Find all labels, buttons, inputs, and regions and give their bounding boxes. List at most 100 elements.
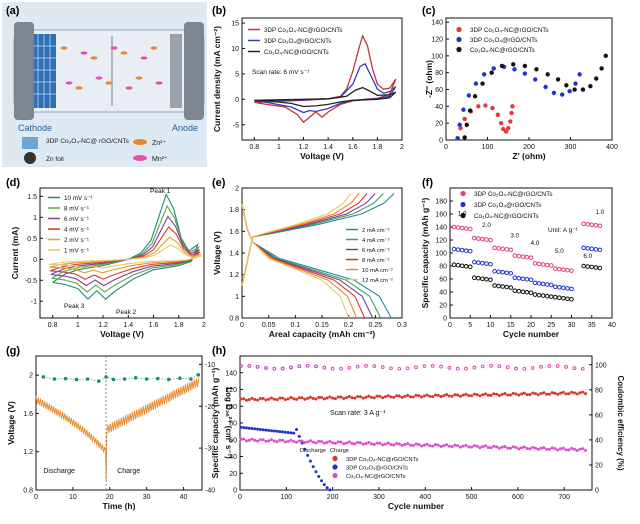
rate-point: [467, 226, 473, 232]
capacity-point: [339, 440, 343, 444]
eis-point: [457, 122, 462, 128]
capacity-point: [520, 392, 524, 396]
capacity-point: [561, 446, 565, 450]
cathode-grid-lines: [34, 34, 56, 108]
eis-point: [534, 67, 539, 72]
capacity-point: [511, 445, 515, 449]
capacity-point: [320, 395, 324, 399]
capacity-point: [261, 428, 265, 432]
unit-annotation: Unit: A g⁻¹: [548, 227, 579, 234]
y-tick-label: 160: [435, 212, 447, 219]
eis-point: [506, 126, 511, 131]
eis-point: [503, 129, 509, 134]
cathode-grid-icon: [34, 34, 56, 108]
capacity-point: [442, 394, 446, 398]
capacity-point: [397, 442, 401, 446]
rate-point: [492, 268, 497, 274]
mn-ion-mark: [155, 81, 163, 85]
rate-point: [488, 237, 493, 243]
capacity-point: [317, 395, 321, 399]
capacity-point: [486, 445, 490, 449]
eis-point: [481, 72, 487, 77]
capacity-point: [439, 445, 443, 449]
y-tick-label: 1.2: [229, 272, 239, 279]
anode-label: Anode: [172, 123, 198, 133]
capacity-point: [367, 394, 371, 398]
rate-point: [480, 236, 485, 242]
rate-point: [500, 284, 505, 289]
y-tick-label: 140: [431, 20, 443, 27]
y-tick-label: 40: [435, 104, 443, 111]
capacity-point: [550, 446, 554, 450]
eis-point: [577, 72, 582, 77]
capacity-point: [286, 431, 290, 435]
y-tick-label: 100: [225, 404, 237, 411]
capacity-point: [439, 395, 443, 399]
capacity-point: [464, 443, 468, 447]
capacity-point: [322, 397, 326, 401]
capacity-point: [559, 447, 563, 451]
panel-letter-c: (c): [422, 5, 436, 17]
capacity-point: [295, 440, 299, 444]
capacity-point: [492, 444, 496, 448]
capacity-point: [428, 394, 432, 398]
y-axis-label: Voltage (V): [6, 401, 16, 445]
plot-frame: [241, 17, 403, 141]
capacity-point: [578, 447, 582, 451]
capacity-point: [303, 397, 307, 401]
capacity-point: [328, 488, 332, 492]
rate-point: [553, 284, 558, 290]
rate-point: [561, 285, 566, 291]
rate-label: 1.0: [458, 210, 467, 217]
legend-entry: Co₃O₄-NC@rGO/CNTs: [346, 474, 406, 480]
capacity-point: [250, 437, 254, 441]
efficiency-point: [264, 366, 268, 370]
eis-point: [555, 77, 561, 82]
capacity-point: [328, 439, 332, 443]
peak-3-annotation: Peak 3: [64, 303, 85, 310]
rate-point: [516, 288, 522, 294]
capacity-point: [261, 438, 265, 442]
panel-letter-a: (a): [6, 5, 20, 17]
capacity-point: [322, 483, 326, 487]
rate-point: [589, 222, 595, 228]
capacity-point: [533, 446, 537, 450]
x-axis-label: Voltage (V): [300, 151, 344, 161]
x-tick-label: 300: [565, 144, 577, 151]
legend-header-discharge: Discharge: [300, 448, 326, 454]
capacity-point: [483, 392, 487, 396]
capacity-point: [244, 426, 248, 430]
rate-point: [581, 263, 586, 269]
efficiency-point: [322, 365, 327, 370]
capacity-point: [239, 397, 243, 401]
capacity-point: [272, 439, 276, 443]
y-tick-label: 0: [443, 316, 447, 323]
capacity-point: [517, 447, 521, 451]
y-tick-label: 80: [435, 70, 443, 77]
eis-point: [467, 108, 473, 113]
capacity-point: [342, 442, 346, 446]
cv-curve: [254, 33, 397, 124]
capacity-point: [375, 394, 379, 398]
capacity-point: [314, 397, 318, 401]
eis-point: [564, 83, 569, 88]
legend-marker: [332, 455, 338, 462]
eis-point: [466, 93, 472, 98]
zn-ion-mark: [135, 76, 143, 80]
capacity-point: [514, 445, 518, 449]
capacity-point: [575, 392, 579, 396]
eis-point: [476, 104, 481, 109]
y-right-axis-label: Log D₂ₙ²⁺ (cm² s⁻¹): [224, 387, 233, 459]
capacity-point: [381, 396, 385, 400]
eis-point: [501, 126, 506, 132]
y-axis-label: Current density (mA cm⁻²): [212, 26, 222, 132]
diffusion-point: [167, 377, 171, 382]
y-tick-label: 1.4: [229, 251, 239, 258]
efficiency-point: [514, 366, 518, 371]
panel-letter-f: (f): [422, 177, 433, 189]
capacity-point: [375, 441, 379, 445]
rate-point: [484, 261, 489, 266]
capacity-point: [408, 443, 412, 447]
y-tick-label: 180: [435, 199, 447, 206]
rate-point: [463, 248, 469, 253]
